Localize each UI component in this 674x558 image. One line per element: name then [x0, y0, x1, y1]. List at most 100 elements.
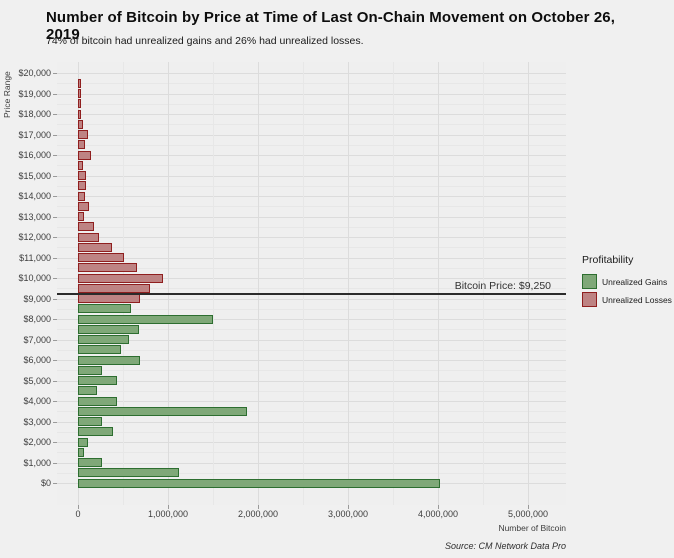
y-tick-label: $2,000 [23, 437, 51, 447]
y-tick-label: $13,000 [18, 211, 51, 222]
bar-price-4500 [78, 386, 98, 396]
y-tick-mark [53, 462, 57, 464]
h-gridline [57, 462, 566, 464]
v-gridline [528, 62, 529, 505]
x-tick-mark [168, 505, 169, 509]
legend-label-gains: Unrealized Gains [602, 276, 668, 287]
h-gridline [57, 196, 566, 197]
y-tick-mark [53, 134, 57, 136]
v-gridline [213, 62, 214, 505]
y-tick-label: $14,000 [18, 191, 51, 201]
bar-price-11000 [78, 253, 125, 262]
bar-price-15500 [78, 160, 83, 170]
bar-price-6000 [78, 355, 141, 365]
h-gridline [57, 278, 566, 279]
v-gridline [168, 62, 169, 505]
x-tick-mark [258, 505, 259, 509]
bar-price-10000 [78, 273, 163, 283]
bitcoin-price-annotation: Bitcoin Price: $9,250 [454, 280, 551, 293]
source-credit: Source: CM Network Data Pro [444, 541, 566, 551]
legend: Profitability Unrealized Gains Unrealize… [582, 254, 672, 310]
y-tick-mark [53, 339, 57, 341]
bar-price-9500 [78, 283, 151, 293]
h-gridline [57, 370, 566, 372]
h-gridline [57, 103, 566, 105]
h-gridline [57, 401, 566, 402]
h-gridline [57, 431, 566, 433]
y-tick-mark [53, 442, 57, 443]
h-gridline [57, 298, 566, 300]
bar-price-13500 [78, 201, 89, 211]
bar-price-13000 [78, 212, 84, 221]
v-gridline [123, 62, 124, 505]
y-tick-label: $16,000 [18, 150, 51, 160]
h-gridline [57, 319, 566, 320]
h-gridline [57, 175, 566, 177]
x-tick-label: 3,000,000 [327, 509, 369, 519]
legend-label-losses: Unrealized Losses [602, 294, 672, 305]
x-tick-label: 4,000,000 [417, 509, 459, 519]
y-tick-label: $3,000 [23, 416, 51, 427]
y-tick-mark [53, 114, 57, 115]
gains-swatch-icon [582, 274, 597, 289]
chart-subtitle: 74% of bitcoin had unrealized gains and … [46, 35, 364, 47]
bar-price-11500 [78, 242, 113, 252]
h-gridline [57, 134, 566, 136]
bar-price-17000 [78, 130, 89, 139]
bar-price-3500 [78, 406, 248, 416]
h-gridline [57, 288, 566, 290]
bar-price-1500 [78, 447, 84, 457]
v-gridline [438, 62, 439, 505]
y-tick-label: $10,000 [18, 273, 51, 283]
h-gridline [57, 185, 566, 187]
losses-swatch-icon [582, 292, 597, 307]
y-tick-label: $0 [40, 478, 51, 488]
bar-price-19000 [78, 89, 81, 98]
y-tick-label: $17,000 [18, 129, 51, 140]
x-tick-label: 2,000,000 [237, 509, 279, 519]
bar-price-14500 [78, 181, 86, 191]
x-tick-mark [528, 505, 529, 509]
v-gridline [303, 62, 304, 505]
bar-price-10500 [78, 263, 137, 273]
h-gridline [57, 421, 566, 423]
bar-price-4000 [78, 396, 117, 406]
x-axis-title: Number of Bitcoin [498, 523, 566, 533]
y-tick-label: $15,000 [18, 170, 51, 181]
h-gridline [57, 114, 566, 115]
y-tick-mark [53, 93, 57, 95]
y-tick-label: $1,000 [23, 457, 51, 468]
bar-price-0 [78, 478, 440, 488]
y-tick-mark [53, 360, 57, 361]
h-gridline [57, 472, 566, 474]
bar-price-1000 [78, 458, 102, 467]
h-gridline [57, 339, 566, 341]
h-gridline [57, 380, 566, 382]
h-gridline [57, 257, 566, 259]
y-tick-label: $8,000 [23, 314, 51, 324]
h-gridline [57, 206, 566, 208]
h-gridline [57, 452, 566, 454]
legend-title: Profitability [582, 254, 634, 266]
y-tick-mark [53, 196, 57, 197]
x-tick-label: 1,000,000 [147, 509, 189, 519]
y-tick-label: $5,000 [23, 375, 51, 386]
h-gridline [57, 216, 566, 218]
v-gridline [483, 62, 484, 505]
h-gridline [57, 226, 566, 228]
bar-price-3000 [78, 417, 102, 426]
plot-panel [57, 62, 566, 505]
h-gridline [57, 442, 566, 443]
h-gridline [57, 155, 566, 156]
bar-price-7000 [78, 335, 129, 344]
bar-price-5000 [78, 376, 117, 385]
bar-price-5500 [78, 365, 102, 375]
v-gridline [78, 62, 79, 505]
h-gridline [57, 247, 566, 249]
h-gridline [57, 165, 566, 167]
x-tick-label: 0 [75, 509, 81, 519]
x-tick-mark [78, 505, 79, 509]
h-gridline [57, 308, 566, 310]
h-gridline [57, 73, 566, 74]
legend-item-gains: Unrealized Gains [582, 274, 672, 289]
